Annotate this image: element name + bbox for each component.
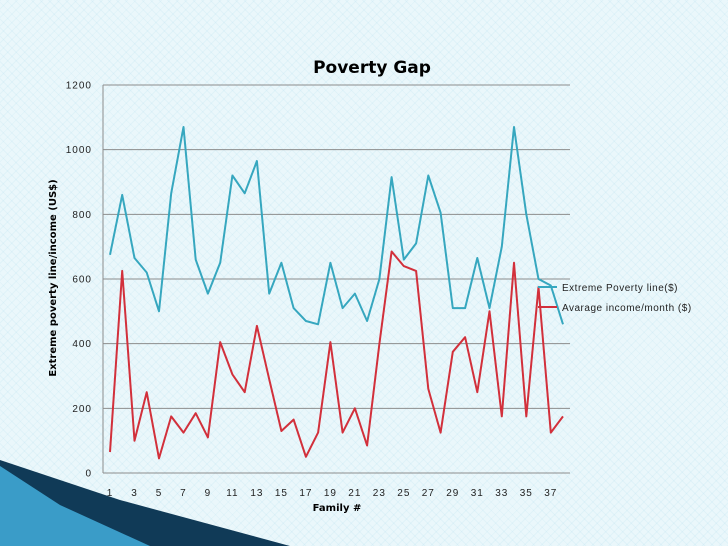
x-tick-label: 37 bbox=[544, 488, 557, 499]
x-tick-label: 1 bbox=[107, 488, 114, 499]
y-tick-label: 1200 bbox=[66, 81, 92, 92]
legend-label-1: Extreme Poverty line($) bbox=[562, 283, 678, 294]
x-tick-label: 15 bbox=[275, 488, 288, 499]
x-tick-label: 33 bbox=[495, 488, 508, 499]
x-tick-label: 29 bbox=[446, 488, 459, 499]
x-tick-label: 35 bbox=[520, 488, 533, 499]
y-tick-label: 400 bbox=[72, 339, 92, 350]
y-tick-labels: 0 200 400 600 800 1000 1200 bbox=[66, 81, 92, 480]
y-tick-label: 0 bbox=[85, 469, 92, 480]
y-axis-title: Extreme poverty line/income (US$) bbox=[48, 179, 59, 376]
x-tick-labels: 1 3 5 7 9 11 13 15 17 19 21 23 25 27 29 31 33 35 37 bbox=[107, 488, 557, 499]
x-tick-label: 27 bbox=[422, 488, 435, 499]
chart-grid bbox=[102, 84, 570, 474]
y-tick-label: 600 bbox=[72, 275, 92, 286]
chart-series bbox=[109, 126, 564, 460]
chart-title: Poverty Gap bbox=[313, 58, 431, 78]
corner-swoosh-light bbox=[0, 466, 150, 546]
series-line-2 bbox=[109, 250, 564, 460]
x-tick-label: 7 bbox=[180, 488, 187, 499]
legend-label-2: Avarage income/month ($) bbox=[562, 303, 692, 314]
x-tick-label: 17 bbox=[299, 488, 312, 499]
x-tick-label: 5 bbox=[156, 488, 163, 499]
x-tick-label: 23 bbox=[373, 488, 386, 499]
x-axis-title: Family # bbox=[313, 503, 362, 514]
slide-corner-decoration bbox=[0, 460, 290, 546]
y-tick-label: 200 bbox=[72, 404, 92, 415]
x-tick-label: 21 bbox=[348, 488, 361, 499]
y-tick-label: 800 bbox=[72, 210, 92, 221]
series-line-1 bbox=[109, 126, 564, 326]
x-tick-label: 9 bbox=[205, 488, 212, 499]
x-tick-label: 19 bbox=[324, 488, 337, 499]
chart-legend: Extreme Poverty line($) Avarage income/mo… bbox=[538, 283, 692, 314]
y-tick-label: 1000 bbox=[66, 145, 92, 156]
x-tick-label: 11 bbox=[226, 488, 238, 499]
x-tick-label: 25 bbox=[397, 488, 410, 499]
x-tick-label: 13 bbox=[250, 488, 263, 499]
x-tick-label: 31 bbox=[471, 488, 484, 499]
x-tick-label: 3 bbox=[131, 488, 138, 499]
